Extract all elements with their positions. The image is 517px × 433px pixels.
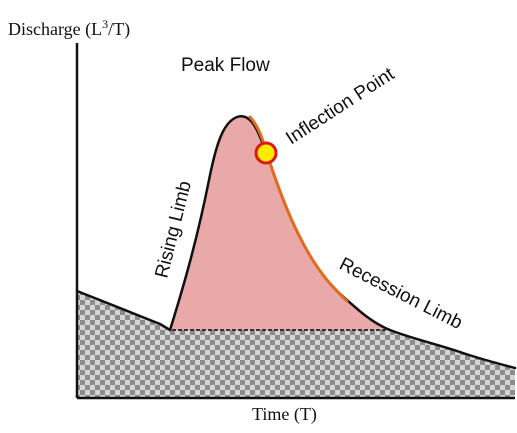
y-axis-label-superscript: 3 [102, 17, 108, 31]
y-axis-label-prefix: Discharge (L [8, 19, 102, 40]
inflection-point-label: Inflection Point [282, 63, 399, 149]
y-axis-label: Discharge (L3/T) [8, 17, 130, 40]
peak-flow-label: Peak Flow [181, 55, 270, 76]
baseflow-area [77, 291, 515, 398]
inflection-point-marker [254, 141, 278, 165]
y-axis-label-suffix: /T) [108, 19, 130, 40]
x-axis-label: Time (T) [252, 404, 317, 425]
hydrograph-fill [170, 116, 390, 330]
